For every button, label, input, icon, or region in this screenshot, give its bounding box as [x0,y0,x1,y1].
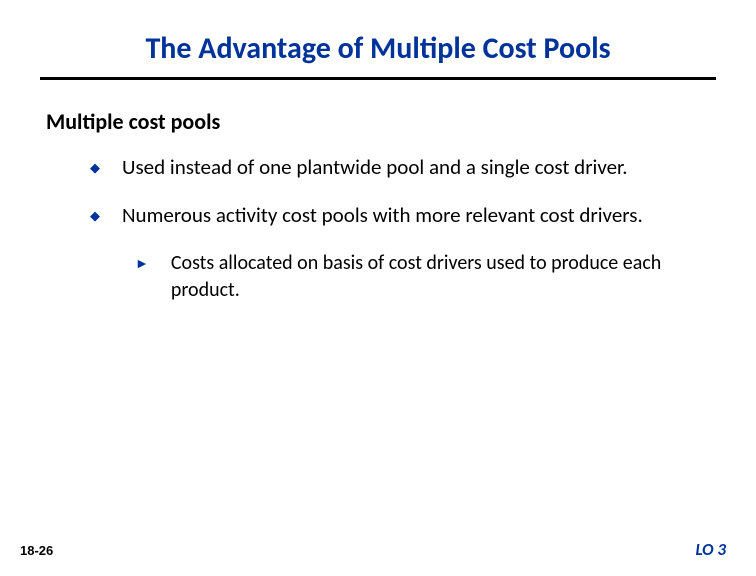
slide-subtitle: Multiple cost pools [46,108,716,135]
bullet-list: ◆ Used instead of one plantwide pool and… [90,153,716,230]
triangle-bullet-icon: ► [135,255,149,274]
bullet-item: ◆ Numerous activity cost pools with more… [90,201,716,229]
learning-objective-label: LO 3 [695,539,726,560]
sub-bullet-list: ► Costs allocated on basis of cost drive… [135,250,716,304]
slide-title: The Advantage of Multiple Cost Pools [40,30,716,80]
sub-bullet-item: ► Costs allocated on basis of cost drive… [135,250,716,304]
diamond-bullet-icon: ◆ [90,160,100,178]
slide-container: The Advantage of Multiple Cost Pools Mul… [0,0,756,576]
sub-bullet-text: Costs allocated on basis of cost drivers… [171,250,716,304]
bullet-text: Numerous activity cost pools with more r… [122,201,716,229]
bullet-text: Used instead of one plantwide pool and a… [122,153,716,181]
diamond-bullet-icon: ◆ [90,208,100,226]
slide-number: 18-26 [20,543,53,558]
bullet-item: ◆ Used instead of one plantwide pool and… [90,153,716,181]
